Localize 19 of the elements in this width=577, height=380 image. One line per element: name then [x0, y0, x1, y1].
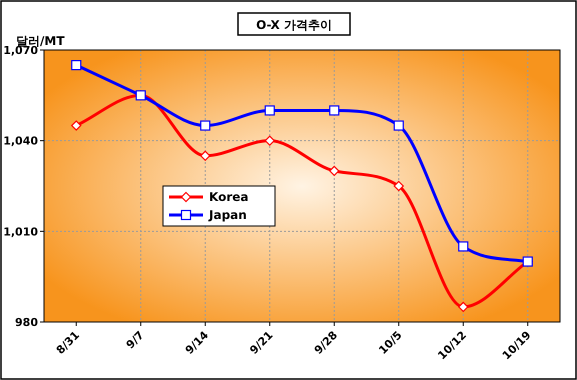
- x-tick-label: 9/7: [124, 328, 147, 352]
- point: [458, 241, 468, 252]
- y-tick-label: 1,010: [3, 225, 38, 238]
- y-tick-label: 1,040: [3, 134, 38, 148]
- point: [394, 180, 404, 192]
- point: [329, 105, 340, 116]
- point: [200, 120, 210, 131]
- point: [264, 105, 275, 116]
- point: [71, 60, 82, 70]
- point: [458, 302, 468, 312]
- point: [200, 150, 210, 161]
- point: [394, 120, 404, 131]
- point: [71, 120, 82, 131]
- legend-label: Korea: [209, 190, 248, 204]
- legend-label: Japan: [208, 208, 247, 222]
- point: [329, 166, 340, 176]
- point: [264, 136, 275, 146]
- chart-title: O-X 가격추이: [256, 18, 332, 32]
- y-tick-label: 980: [15, 316, 38, 329]
